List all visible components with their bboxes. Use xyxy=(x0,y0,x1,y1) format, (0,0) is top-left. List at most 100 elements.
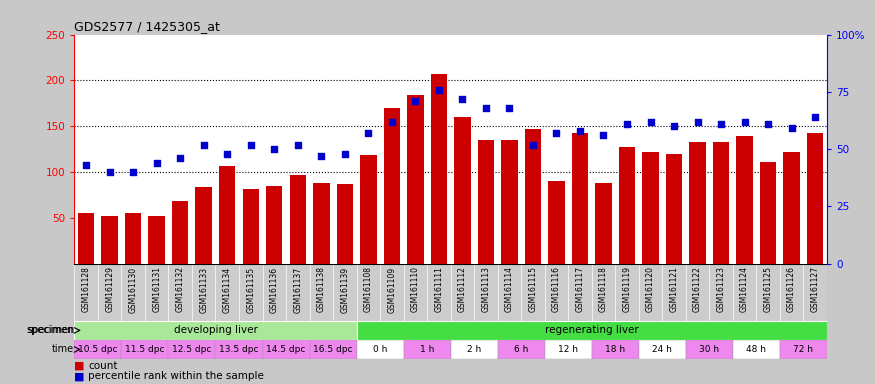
Text: 6 h: 6 h xyxy=(514,345,528,354)
Bar xyxy=(525,129,541,263)
Bar xyxy=(122,340,168,359)
Point xyxy=(197,141,211,147)
Bar xyxy=(454,117,471,263)
Text: 12.5 dpc: 12.5 dpc xyxy=(172,345,212,354)
Text: 48 h: 48 h xyxy=(746,345,766,354)
Text: count: count xyxy=(88,361,118,371)
Bar xyxy=(219,166,235,263)
Bar xyxy=(686,340,733,359)
Bar xyxy=(74,321,357,339)
Point xyxy=(267,146,281,152)
Point xyxy=(761,121,775,127)
Bar xyxy=(619,147,635,263)
Bar xyxy=(549,181,564,263)
Point xyxy=(244,141,258,147)
Bar xyxy=(149,216,164,263)
Text: GSM161112: GSM161112 xyxy=(458,266,467,312)
Text: GSM161118: GSM161118 xyxy=(599,266,608,312)
Text: GSM161127: GSM161127 xyxy=(810,266,820,313)
Text: GSM161119: GSM161119 xyxy=(622,266,632,313)
Bar xyxy=(737,136,752,263)
Bar xyxy=(313,183,330,263)
Text: GSM161136: GSM161136 xyxy=(270,266,279,313)
Bar xyxy=(290,175,306,263)
Point xyxy=(667,123,681,129)
Text: GSM161128: GSM161128 xyxy=(81,266,91,312)
Text: 13.5 dpc: 13.5 dpc xyxy=(220,345,259,354)
Bar xyxy=(690,142,706,263)
Bar xyxy=(360,155,376,263)
Text: GSM161132: GSM161132 xyxy=(176,266,185,313)
Bar xyxy=(78,213,94,263)
Text: GSM161125: GSM161125 xyxy=(764,266,773,313)
Text: percentile rank within the sample: percentile rank within the sample xyxy=(88,371,264,381)
Bar xyxy=(262,340,310,359)
Text: GSM161110: GSM161110 xyxy=(411,266,420,313)
Text: ■: ■ xyxy=(74,371,85,381)
Bar xyxy=(642,152,659,263)
Bar xyxy=(125,213,142,263)
Text: 18 h: 18 h xyxy=(606,345,626,354)
Text: GSM161129: GSM161129 xyxy=(105,266,114,313)
Point xyxy=(785,126,799,132)
Text: GSM161135: GSM161135 xyxy=(246,266,256,313)
Text: GSM161108: GSM161108 xyxy=(364,266,373,313)
Bar xyxy=(451,340,498,359)
Text: GSM161138: GSM161138 xyxy=(317,266,326,313)
Point xyxy=(502,105,516,111)
Bar xyxy=(407,95,423,263)
Text: GSM161117: GSM161117 xyxy=(576,266,584,313)
Point xyxy=(808,114,822,120)
Point xyxy=(620,121,634,127)
Point xyxy=(173,155,187,161)
Bar xyxy=(666,154,682,263)
Text: GSM161130: GSM161130 xyxy=(129,266,137,313)
Text: GSM161114: GSM161114 xyxy=(505,266,514,313)
Text: 1 h: 1 h xyxy=(420,345,434,354)
Bar xyxy=(780,340,827,359)
Point xyxy=(597,132,611,138)
Bar xyxy=(760,162,776,263)
Text: 16.5 dpc: 16.5 dpc xyxy=(313,345,353,354)
Bar xyxy=(383,108,400,263)
Text: specimen: specimen xyxy=(27,325,74,335)
Text: ■: ■ xyxy=(74,361,85,371)
Point xyxy=(150,160,164,166)
Point xyxy=(643,119,657,125)
Point xyxy=(314,153,328,159)
Text: developing liver: developing liver xyxy=(173,325,257,335)
Point xyxy=(526,141,540,147)
Bar xyxy=(266,186,283,263)
Point xyxy=(690,119,704,125)
Text: GSM161115: GSM161115 xyxy=(528,266,537,313)
Text: 14.5 dpc: 14.5 dpc xyxy=(266,345,305,354)
Bar xyxy=(478,140,494,263)
Bar xyxy=(403,340,451,359)
Text: 11.5 dpc: 11.5 dpc xyxy=(125,345,164,354)
Text: 10.5 dpc: 10.5 dpc xyxy=(78,345,117,354)
Point xyxy=(220,151,234,157)
Bar xyxy=(595,183,612,263)
Text: GSM161116: GSM161116 xyxy=(552,266,561,313)
Point xyxy=(573,128,587,134)
Bar xyxy=(592,340,639,359)
Bar xyxy=(501,140,518,263)
Point xyxy=(385,119,399,125)
Text: GSM161126: GSM161126 xyxy=(788,266,796,313)
Bar xyxy=(498,340,544,359)
Point xyxy=(432,86,446,93)
Point xyxy=(102,169,116,175)
Text: 12 h: 12 h xyxy=(558,345,578,354)
Text: 72 h: 72 h xyxy=(794,345,814,354)
Text: specimen: specimen xyxy=(26,325,74,335)
Bar xyxy=(102,216,118,263)
Bar xyxy=(215,340,262,359)
Bar xyxy=(310,340,357,359)
Bar xyxy=(242,189,259,263)
Bar xyxy=(713,142,729,263)
Bar xyxy=(357,321,827,339)
Point xyxy=(714,121,728,127)
Text: 0 h: 0 h xyxy=(373,345,388,354)
Text: GSM161120: GSM161120 xyxy=(646,266,655,313)
Bar xyxy=(544,340,592,359)
